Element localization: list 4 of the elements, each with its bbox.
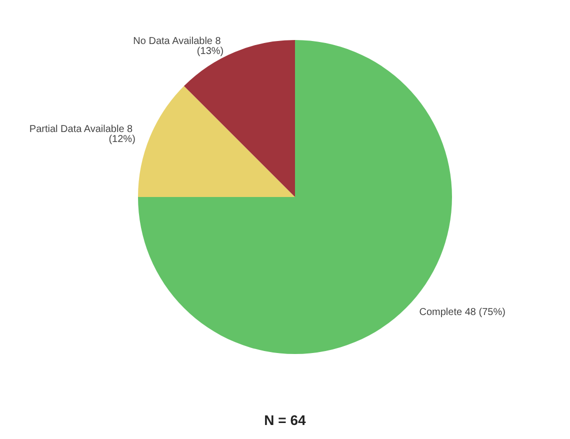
slice-label: Complete 48 (75%) [419,306,506,318]
slice-label: No Data Available 8 (13%) [133,36,224,57]
text: N = 64 [264,412,306,428]
slice-label: Partial Data Available 8 (12%) [29,124,136,146]
